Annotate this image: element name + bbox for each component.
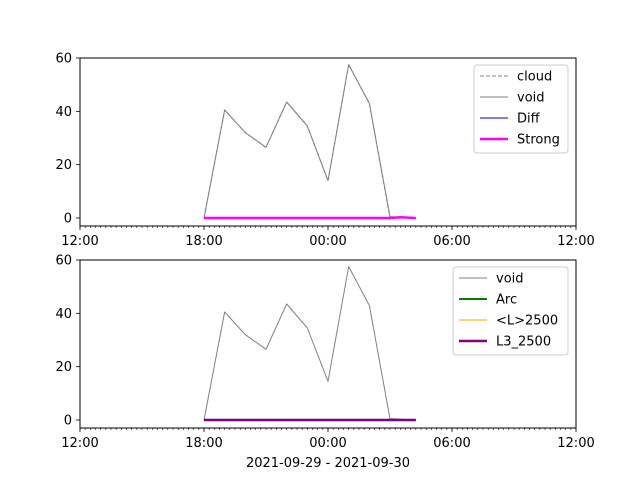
legend-box (452, 266, 569, 356)
legend-label: void (496, 272, 524, 287)
x-tick-label: 06:00 (433, 234, 470, 249)
legend-label: Strong (517, 133, 560, 148)
x-tick-label: 00:00 (309, 436, 346, 451)
legend-label: Diff (517, 112, 541, 127)
legend-label: L3_2500 (496, 335, 551, 350)
legend-box (473, 64, 569, 154)
chart-panel-1: 12:00 18:00 00:00 06:00 12:00 0 20 40 60 cloud voi… (55, 52, 594, 250)
y-tick-label: 60 (55, 254, 72, 269)
x-tick-label: 12:00 (557, 234, 594, 249)
legend: void Arc <L>2500 L3_2500 (452, 266, 569, 356)
legend-label: <L>2500 (496, 314, 558, 329)
y-tick-label: 20 (55, 158, 72, 173)
chart-panel-2: 12:00 18:00 00:00 06:00 12:00 0 20 40 60 2021-09-… (55, 254, 594, 472)
x-tick-label: 12:00 (61, 234, 98, 249)
series-line-strong (204, 215, 416, 220)
x-tick-label: 18:00 (185, 436, 222, 451)
x-axis-label: 2021-09-29 - 2021-09-30 (246, 456, 410, 471)
y-tick-label: 60 (55, 52, 72, 67)
y-tick-label: 0 (64, 212, 72, 227)
series-line-void (203, 266, 416, 421)
x-tick-label: 00:00 (309, 234, 346, 249)
legend-label: void (517, 91, 545, 106)
series-line-void (203, 64, 416, 219)
y-tick-label: 20 (55, 360, 72, 375)
y-tick-label: 0 (64, 414, 72, 429)
legend-label: cloud (517, 70, 552, 85)
legend: cloud void Diff Strong (473, 64, 569, 154)
x-tick-label: 06:00 (433, 436, 470, 451)
x-tick-label: 18:00 (185, 234, 222, 249)
x-tick-label: 12:00 (61, 436, 98, 451)
y-tick-label: 40 (55, 307, 72, 322)
y-tick-label: 40 (55, 105, 72, 120)
x-tick-label: 12:00 (557, 436, 594, 451)
legend-label: Arc (496, 293, 517, 308)
